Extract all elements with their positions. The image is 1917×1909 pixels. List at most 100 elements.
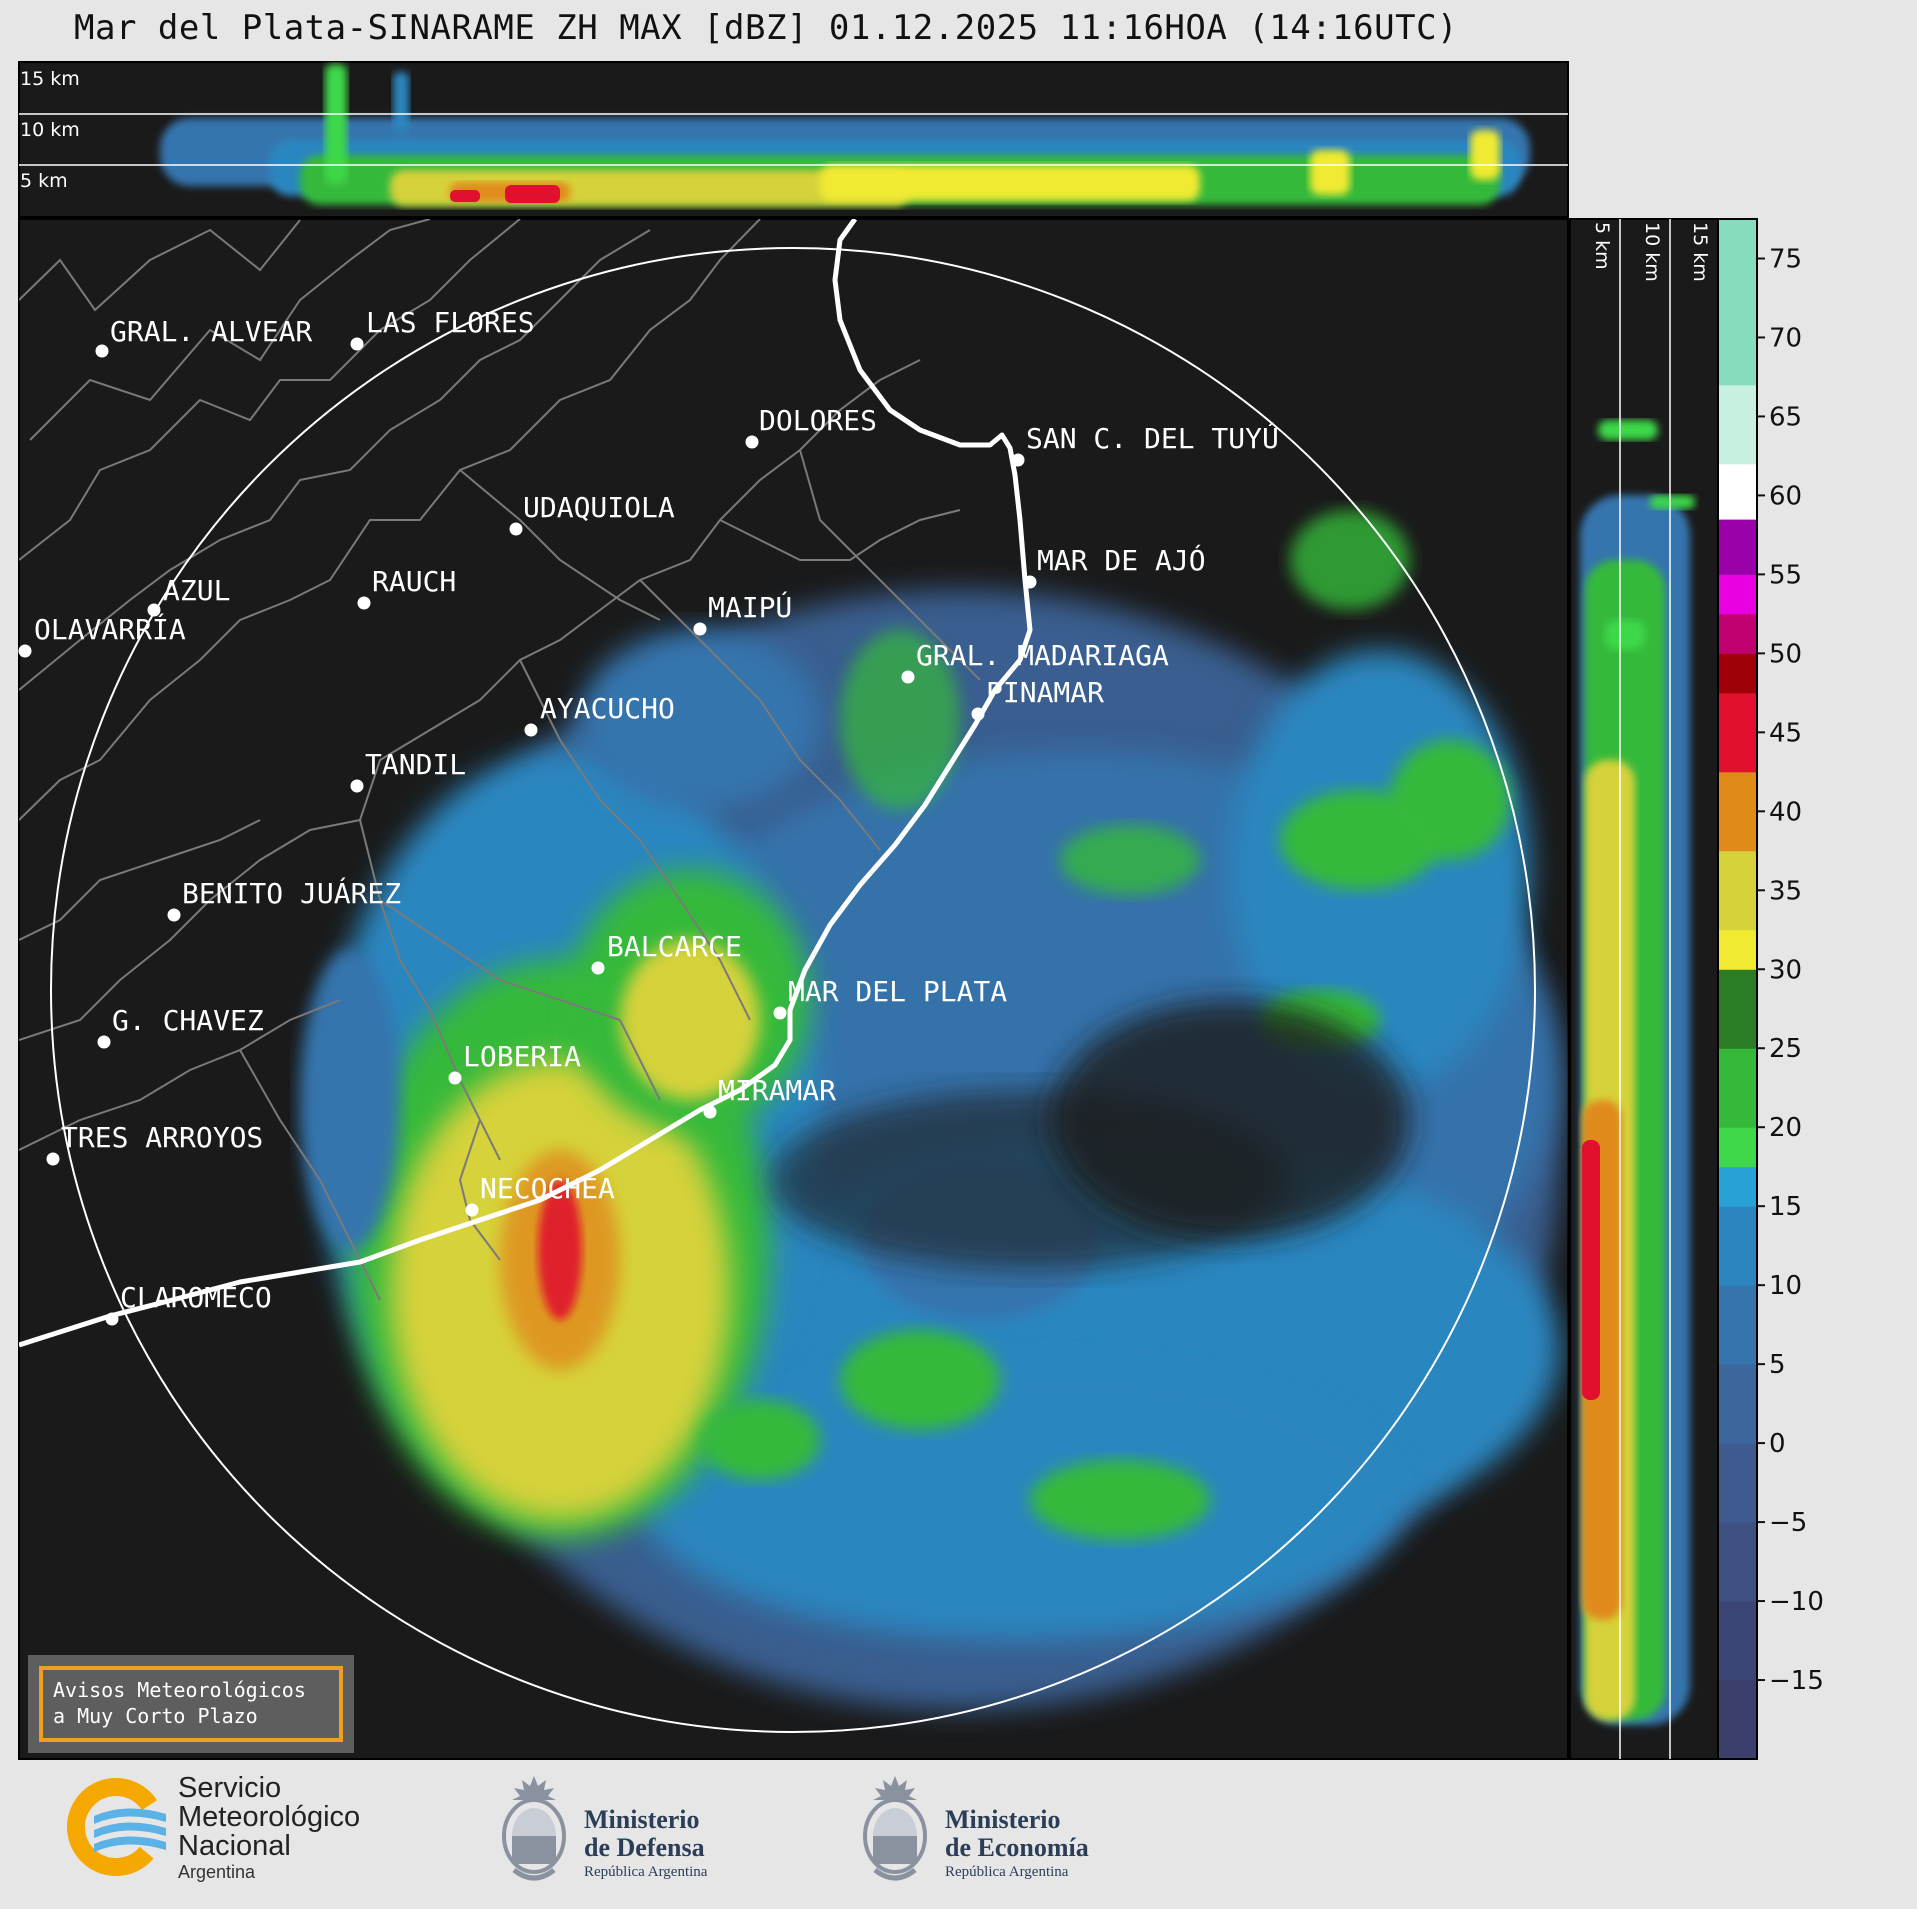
colorbar-stop	[1718, 613, 1757, 654]
city-marker-necochea: NECOCHEA	[465, 1172, 615, 1217]
city-label: G. CHAVEZ	[112, 1004, 264, 1037]
colorbar-tick-label: 70	[1769, 323, 1802, 353]
city-marker-olavarria: OLAVARRÍA	[18, 612, 186, 658]
city-label: PINAMAR	[986, 676, 1104, 709]
city-label: GRAL. ALVEAR	[110, 315, 312, 348]
colorbar-tick-label: 55	[1769, 560, 1802, 590]
colorbar-stop	[1718, 1285, 1757, 1365]
colorbar-tick-label: 40	[1769, 797, 1802, 827]
city-label: GRAL. MADARIAGA	[916, 639, 1169, 672]
city-label: UDAQUIOLA	[523, 491, 675, 524]
colorbar-stop	[1718, 1206, 1757, 1286]
city-dot	[524, 723, 538, 737]
main-map-panel: GRAL. ALVEAR LAS FLORES DOLORES SAN C. DEL …	[18, 218, 1569, 1760]
city-label: NECOCHEA	[480, 1172, 615, 1205]
notice-line-2: a Muy Corto Plazo	[53, 1704, 258, 1728]
reflectivity-echoes	[300, 510, 1560, 1710]
colorbar-tick-label: 15	[1769, 1192, 1802, 1222]
colorbar-stop	[1718, 1364, 1757, 1444]
city-dot	[147, 603, 161, 617]
economia-line-3: República Argentina	[945, 1864, 1069, 1880]
city-dot	[901, 670, 915, 684]
top-height-panel: 15 km 10 km 5 km	[18, 61, 1569, 218]
colorbar-stop	[1718, 929, 1757, 970]
city-label: LOBERIA	[463, 1040, 581, 1073]
side-height-label-10: 10 km	[1641, 222, 1663, 282]
colorbar-stop	[1718, 1166, 1757, 1207]
city-marker-las-flores: LAS FLORES	[350, 306, 535, 351]
city-label: BENITO JUÁREZ	[182, 876, 401, 910]
city-dot	[773, 1006, 787, 1020]
city-label: LAS FLORES	[366, 306, 535, 339]
city-marker-benito-juarez: BENITO JUÁREZ	[167, 876, 401, 922]
side-panel-echo	[1580, 420, 1695, 1725]
colorbar-tick-label: 10	[1769, 1271, 1802, 1301]
top-height-label-10: 10 km	[20, 119, 80, 141]
economia-line-1: Ministerio	[945, 1805, 1061, 1834]
city-label: DOLORES	[759, 404, 877, 437]
city-marker-udaquiola: UDAQUIOLA	[509, 491, 675, 536]
top-height-label-5: 5 km	[20, 170, 68, 192]
colorbar-stop	[1718, 692, 1757, 773]
city-marker-rauch: RAUCH	[357, 565, 456, 610]
city-label: MAR DE AJÓ	[1037, 543, 1206, 577]
colorbar-tick-label: 30	[1769, 955, 1802, 985]
city-dot	[350, 337, 364, 351]
city-marker-gral-madariaga: GRAL. MADARIAGA	[901, 639, 1169, 684]
colorbar-tick-label: 65	[1769, 402, 1802, 432]
colorbar-stop	[1718, 771, 1757, 852]
colorbar-tick-label: 25	[1769, 1034, 1802, 1064]
city-marker-san-c-del-tuyu: SAN C. DEL TUYÚ	[1011, 421, 1279, 467]
economia-line-2: de Economía	[945, 1833, 1089, 1862]
city-dot	[95, 344, 109, 358]
city-dot	[350, 779, 364, 793]
city-dot	[703, 1105, 717, 1119]
colorbar-stop	[1718, 969, 1757, 1049]
city-label: AYACUCHO	[540, 692, 675, 725]
colorbar-tick-label: 0	[1769, 1429, 1786, 1459]
city-label: TANDIL	[365, 748, 466, 781]
city-marker-tandil: TANDIL	[350, 748, 466, 793]
colorbar-stop	[1718, 1522, 1757, 1602]
side-height-label-15: 15 km	[1689, 222, 1711, 282]
colorbar-tick-label: 5	[1769, 1350, 1786, 1380]
city-dot	[357, 596, 371, 610]
city-label: TRES ARROYOS	[61, 1121, 263, 1154]
city-dot	[971, 707, 985, 721]
city-label: BALCARCE	[607, 930, 742, 963]
city-label: MAIPÚ	[708, 590, 792, 624]
city-dot	[105, 1312, 119, 1326]
colorbar-stop	[1718, 1443, 1757, 1523]
colorbar-stop	[1718, 219, 1757, 386]
notice-box-inner: Avisos Meteorológicos a Muy Corto Plazo	[39, 1666, 343, 1742]
city-label: CLAROMECO	[120, 1281, 272, 1314]
defensa-line-3: República Argentina	[584, 1864, 708, 1880]
colorbar-stop	[1718, 850, 1757, 931]
city-marker-claromeco: CLAROMECO	[105, 1281, 272, 1326]
colorbar-stop	[1718, 1127, 1757, 1168]
colorbar-tick-label: 20	[1769, 1113, 1802, 1143]
defensa-logo: Ministerio de Defensa República Argentin…	[494, 1770, 764, 1890]
city-marker-pinamar: PINAMAR	[971, 676, 1104, 721]
colorbar-stop	[1718, 519, 1757, 575]
city-dot	[167, 908, 181, 922]
colorbar-stops	[1718, 219, 1757, 1760]
city-marker-azul: AZUL	[147, 574, 230, 617]
colorbar-tick-label: 35	[1769, 876, 1802, 906]
city-label: SAN C. DEL TUYÚ	[1026, 421, 1279, 455]
city-dot	[465, 1203, 479, 1217]
city-label: MIRAMAR	[718, 1074, 836, 1107]
national-shield-icon	[502, 1776, 566, 1881]
city-marker-balcarce: BALCARCE	[591, 930, 742, 975]
smn-logo: Servicio Meteorológico Nacional Argentin…	[56, 1770, 396, 1882]
city-dot	[448, 1071, 462, 1085]
colorbar-stop	[1718, 1048, 1757, 1128]
side-height-panel: 5 km 10 km 15 km	[1569, 218, 1719, 1760]
defensa-line-2: de Defensa	[584, 1833, 705, 1862]
city-marker-maipu: MAIPÚ	[693, 590, 792, 636]
defensa-line-1: Ministerio	[584, 1805, 700, 1834]
colorbar-stop	[1718, 384, 1757, 465]
city-dot	[693, 622, 707, 636]
